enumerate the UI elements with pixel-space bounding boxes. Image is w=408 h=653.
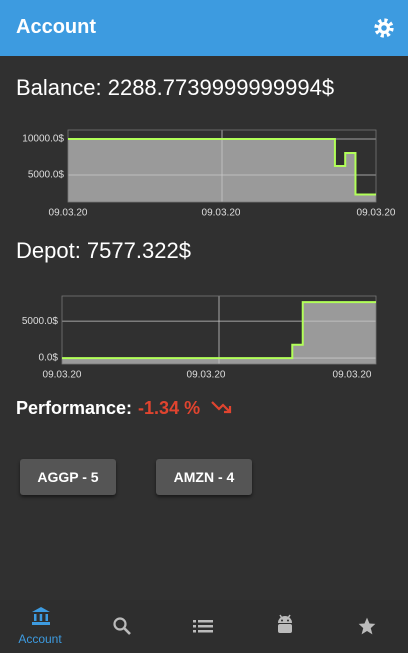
nav-favorites[interactable] [357,616,377,636]
trend-down-icon [211,401,232,414]
nav-account-label: Account [18,632,62,646]
x-tick-label: 09.03.20 [43,370,82,381]
settings-icon[interactable] [373,17,395,39]
holding-button[interactable]: AGGP - 5 [20,459,116,495]
bottom-nav: Account [0,600,408,653]
depot-chart: 5000.0$ 0.0$ 09.03.20 09.03.20 09.03.20 [22,295,377,381]
y-tick-label: 0.0$ [39,353,59,364]
balance: Balance: 2288.7739999999994$ [16,75,335,100]
app-bar: Account [0,0,408,56]
nav-android[interactable] [276,614,294,636]
nav-search[interactable] [112,616,132,636]
x-tick-label: 09.03.20 [187,370,226,381]
depot: Depot: 7577.322$ [16,238,191,263]
plot-frame [61,295,377,365]
y-tick-label: 5000.0$ [22,316,59,327]
plot-frame [67,129,377,203]
app-title: Account [16,16,96,38]
holding-button[interactable]: AMZN - 4 [156,459,252,495]
area [62,302,376,364]
line [68,138,376,196]
y-tick-label: 5000.0$ [28,170,65,181]
nav-account[interactable] [31,606,51,626]
performance: Performance: -1.34 % [16,398,233,419]
x-tick-label: 09.03.20 [202,208,241,219]
line [62,301,376,360]
balance-chart: 10000.0$ 5000.0$ 09.03.20 09.03.20 09.03.20 [22,129,396,219]
x-tick-label: 09.03.20 [333,370,372,381]
x-tick-label: 09.03.20 [357,208,396,219]
x-tick-label: 09.03.20 [49,208,88,219]
performance-label: Performance: [16,398,133,418]
performance-value: -1.34 % [138,398,201,418]
nav-list[interactable] [193,617,213,635]
y-tick-label: 10000.0$ [22,134,64,145]
